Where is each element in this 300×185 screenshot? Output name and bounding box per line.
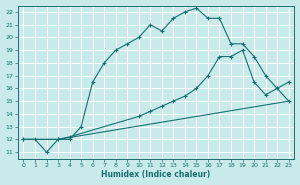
X-axis label: Humidex (Indice chaleur): Humidex (Indice chaleur) [101, 170, 211, 179]
